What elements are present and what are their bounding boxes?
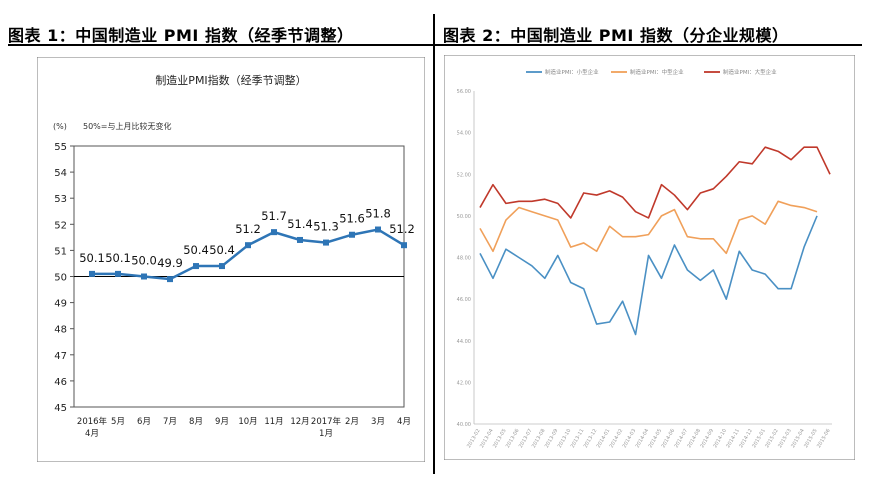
chart1-data-label: 51.7 bbox=[261, 209, 287, 223]
chart1-data-point bbox=[89, 270, 95, 277]
chart2-series-line-1 bbox=[479, 215, 818, 336]
title-underline bbox=[8, 44, 862, 46]
chart1-data-label: 51.4 bbox=[287, 217, 313, 231]
chart1-data-label: 51.2 bbox=[235, 222, 261, 236]
chart1-y-tick-label: 45 bbox=[54, 403, 67, 414]
chart1-y-tick-label: 48 bbox=[54, 325, 67, 336]
chart1-data-label: 51.8 bbox=[365, 207, 391, 221]
chart1-data-label: 49.9 bbox=[157, 256, 183, 270]
chart-manufacturing-pmi: 制造业PMI指数（经季节调整） (%) 50%=与上月比较无变化 4546474… bbox=[37, 57, 425, 462]
chart1-data-label: 51.2 bbox=[389, 222, 415, 236]
chart1-data-label: 51.3 bbox=[313, 220, 339, 234]
chart1-y-tick-label: 53 bbox=[54, 194, 67, 205]
chart1-data-point bbox=[401, 242, 407, 249]
chart2-series-line-3 bbox=[479, 146, 831, 219]
chart1-x-tick-label: 4月 bbox=[397, 417, 411, 427]
chart1-data-point bbox=[323, 239, 329, 246]
chart2-legend-label: 制造业PMI：中型企业 bbox=[630, 68, 684, 76]
chart1-data-point bbox=[297, 236, 303, 243]
chart1-y-tick-label: 50 bbox=[54, 273, 67, 284]
chart1-y-tick-label: 54 bbox=[54, 168, 67, 179]
chart1-y-tick-label: 51 bbox=[54, 246, 67, 257]
chart1-x-tick-label: 2月 bbox=[345, 417, 359, 427]
chart1-data-label: 50.0 bbox=[131, 254, 157, 268]
chart1-x-tick-label: 2017年 bbox=[311, 416, 342, 427]
chart1-plot-area: 45 46 47 48 49 50 51 52 53 54 55 2016年 4月 5月 6月 7月 8月 9月 1… bbox=[54, 142, 415, 439]
chart1-x-tick-label: 11月 bbox=[264, 417, 283, 427]
chart1-data-point bbox=[141, 273, 147, 280]
chart1-title: 制造业PMI指数（经季节调整） bbox=[155, 73, 306, 87]
chart1-data-point bbox=[193, 263, 199, 270]
chart2-series-line-2 bbox=[479, 200, 818, 255]
chart2-y-tick-label: 44.00 bbox=[457, 339, 471, 345]
chart1-data-point bbox=[219, 263, 225, 270]
chart2-legend-label: 制造业PMI：大型企业 bbox=[723, 68, 777, 76]
chart2-legend-label: 制造业PMI：小型企业 bbox=[545, 68, 599, 76]
chart1-x-tick-label: 5月 bbox=[111, 417, 125, 427]
chart1-data-label: 50.1 bbox=[79, 251, 105, 265]
chart1-data-point bbox=[271, 229, 277, 236]
chart1-x-tick-label: 4月 bbox=[85, 429, 99, 439]
chart1-data-point bbox=[349, 231, 355, 238]
chart1-annotation: 50%=与上月比较无变化 bbox=[83, 121, 171, 131]
chart1-x-tick-label: 6月 bbox=[137, 417, 151, 427]
chart1-x-tick-label: 8月 bbox=[189, 417, 203, 427]
chart1-data-label: 50.4 bbox=[209, 243, 235, 257]
chart1-y-tick-label: 49 bbox=[54, 299, 67, 310]
chart1-data-label: 50.4 bbox=[183, 243, 209, 257]
chart2-y-tick-label: 46.00 bbox=[457, 297, 471, 303]
chart1-data-label: 50.1 bbox=[105, 251, 131, 265]
chart1-unit-label: (%) bbox=[53, 122, 67, 131]
chart2-y-tick-label: 52.00 bbox=[457, 172, 471, 178]
chart1-x-tick-label: 3月 bbox=[371, 417, 385, 427]
figure-divider bbox=[433, 14, 435, 474]
chart1-x-tick-label: 9月 bbox=[215, 417, 229, 427]
chart-pmi-by-enterprise-size: 40.00 42.00 44.00 46.00 48.00 50.00 52.00 54.00… bbox=[444, 55, 855, 460]
chart1-data-point bbox=[245, 242, 251, 249]
chart1-x-tick-label: 2016年 bbox=[77, 416, 108, 427]
chart1-x-tick-label: 1月 bbox=[319, 429, 333, 439]
chart1-y-tick-label: 46 bbox=[54, 377, 67, 388]
chart1-x-tick-label: 12月 bbox=[290, 417, 309, 427]
chart1-x-tick-label: 7月 bbox=[163, 417, 177, 427]
figure-1-title: 图表 1：中国制造业 PMI 指数（经季节调整） bbox=[8, 26, 354, 45]
chart1-data-point bbox=[375, 226, 381, 233]
chart1-x-tick-label: 10月 bbox=[238, 417, 257, 427]
chart2-y-tick-label: 56.00 bbox=[457, 89, 471, 95]
chart2-y-tick-label: 50.00 bbox=[457, 214, 471, 220]
chart1-y-tick-label: 55 bbox=[54, 142, 67, 153]
chart1-data-point bbox=[115, 270, 121, 277]
chart2-y-tick-label: 54.00 bbox=[457, 131, 471, 137]
chart2-y-tick-label: 40.00 bbox=[457, 422, 471, 428]
figure-2-title: 图表 2：中国制造业 PMI 指数（分企业规模） bbox=[443, 26, 789, 45]
chart1-data-point bbox=[167, 276, 173, 283]
chart1-y-tick-label: 52 bbox=[54, 220, 67, 231]
chart2-y-tick-label: 48.00 bbox=[457, 256, 471, 262]
chart1-data-label: 51.6 bbox=[339, 212, 365, 226]
chart1-y-tick-label: 47 bbox=[54, 351, 67, 362]
chart2-y-tick-label: 42.00 bbox=[457, 380, 471, 386]
